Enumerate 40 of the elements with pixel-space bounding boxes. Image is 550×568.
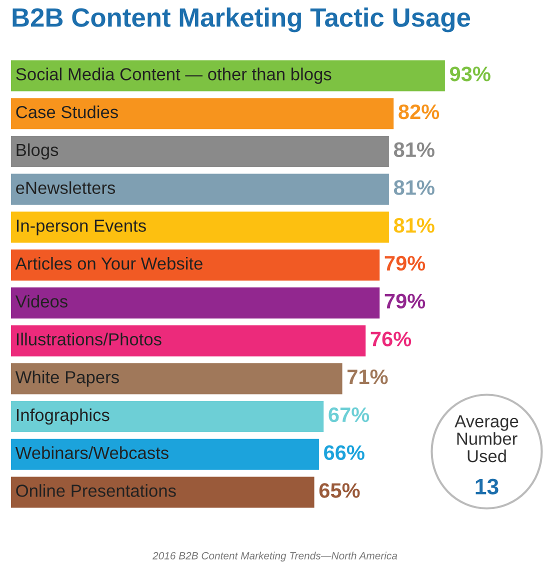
y-tick-label: Case Studies [16,106,118,118]
bar [11,476,314,508]
bar [11,287,380,318]
data-label: 81% [394,180,434,195]
y-tick-label: eNewsletters [16,181,116,194]
bar [11,174,389,205]
data-label: 76% [370,332,412,346]
y-tick-label: Articles on Your Website [15,256,202,270]
text: 13 [476,478,498,494]
data-label: 71% [348,370,388,384]
data-label: 79% [384,294,426,309]
data-label: 81% [394,218,434,233]
y-tick-label: In-person Events [16,220,146,236]
bar [11,401,324,432]
y-tick-label: Infographics [16,408,110,425]
bar [11,98,394,130]
y-tick-label: Illustrations/Photos [16,332,162,346]
y-tick-label: White Papers [15,370,119,387]
data-label: 82% [398,104,440,120]
chart-title: B2B Content Marketing Tactic Usage [12,8,470,32]
y-tick-label: Blogs [16,143,58,160]
text: 2016 B2B Content Marketing Trends—North America [152,552,398,562]
bar [11,250,380,281]
text: Average Number Used [454,415,518,462]
y-tick-label: Webinars/Webcasts [15,446,168,460]
y-tick-label: Online Presentations [16,484,176,497]
y-tick-label: Videos [15,294,68,308]
data-label: 67% [328,407,370,422]
bar [11,363,342,394]
bar [11,325,366,356]
bar [11,136,389,167]
y-tick-label: Social Media Content — other than blogs [16,68,332,84]
data-label: 93% [450,66,490,82]
bar [11,212,389,243]
bar [11,438,319,470]
bar [11,60,445,92]
data-label: 66% [324,445,364,460]
data-label: 65% [319,483,360,498]
data-label: 79% [384,256,426,271]
data-label: 81% [394,142,434,158]
